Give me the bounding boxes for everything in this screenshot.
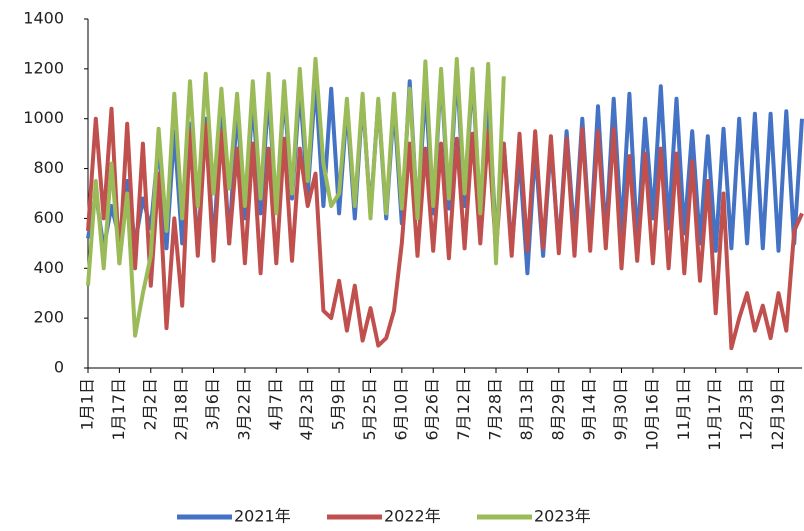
x-tick-label: 5月25日 — [360, 378, 379, 441]
x-tick-label: 6月10日 — [391, 378, 410, 441]
y-tick-label: 1000 — [23, 108, 64, 127]
x-tick-label: 4月7日 — [266, 378, 285, 430]
y-tick-label: 800 — [33, 158, 64, 177]
y-tick-label: 1400 — [23, 9, 64, 28]
y-tick-label: 0 — [54, 358, 64, 377]
y-tick-label: 400 — [33, 258, 64, 277]
x-tick-label: 12月3日 — [737, 378, 756, 441]
series-line — [86, 56, 506, 338]
x-tick-label: 10月16日 — [642, 378, 661, 451]
x-tick-label: 2月2日 — [140, 378, 159, 430]
legend-label: 2021年 — [234, 507, 291, 526]
x-tick-label: 8月29日 — [548, 378, 567, 441]
x-tick-label: 3月22日 — [234, 378, 253, 441]
x-tick-label: 5月9日 — [329, 378, 348, 430]
x-tick-label: 1月1日 — [78, 378, 97, 430]
x-tick-label: 7月12日 — [454, 378, 473, 441]
x-tick-label: 1月17日 — [109, 378, 128, 441]
x-tick-label: 6月26日 — [423, 378, 442, 441]
legend-label: 2023年 — [534, 507, 591, 526]
y-tick-label: 1200 — [23, 58, 64, 77]
legend-label: 2022年 — [384, 507, 441, 526]
x-tick-label: 3月6日 — [203, 378, 222, 430]
x-tick-label: 11月17日 — [705, 378, 724, 451]
x-tick-label: 2月18日 — [172, 378, 191, 441]
series-line — [86, 106, 804, 351]
x-tick-label: 9月30日 — [611, 378, 630, 441]
x-tick-label: 12月19日 — [768, 378, 787, 451]
x-tick-label: 9月14日 — [580, 378, 599, 441]
y-tick-label: 200 — [33, 308, 64, 327]
x-tick-label: 4月23日 — [297, 378, 316, 441]
y-tick-label: 600 — [33, 208, 64, 227]
x-tick-label: 11月1日 — [674, 378, 693, 441]
x-tick-label: 7月28日 — [486, 378, 505, 441]
x-tick-label: 8月13日 — [517, 378, 536, 441]
